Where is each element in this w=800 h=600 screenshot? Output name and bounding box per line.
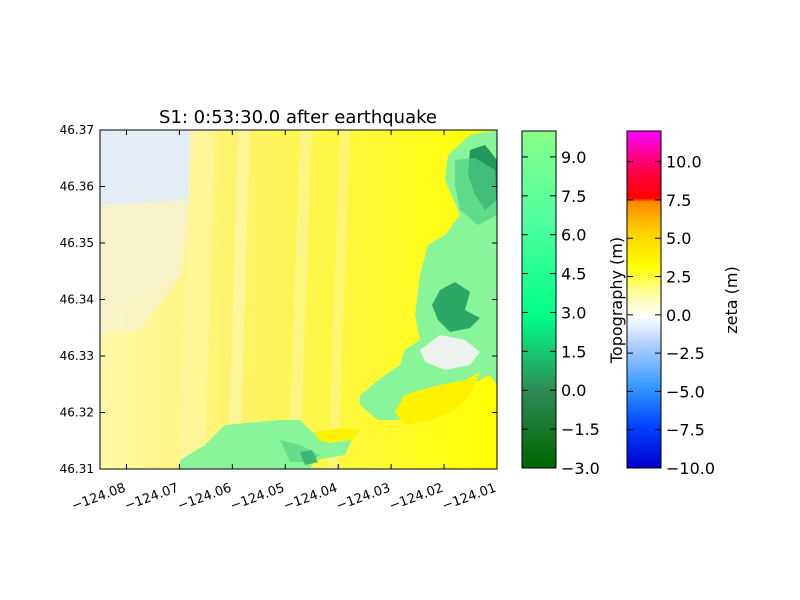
colorbar-tick-label: −10.0 [666,459,715,478]
land-dark-ridge [432,282,480,332]
colorbar-tick-label: −2.5 [666,344,705,363]
river-channel [315,428,360,443]
zeta-colorbar-label: zeta (m) [722,266,741,333]
colorbar-tick-label: −7.5 [666,421,705,440]
land-east-coast [180,130,497,469]
x-tick-label: −124.02 [387,481,445,514]
topography-colorbar-gradient [521,130,557,469]
topography-colorbar-ticks: −3.0 −1.5 0.0 1.5 3.0 4.5 6.0 7.5 9.0 [522,148,600,478]
wave-band [288,130,312,469]
colorbar-tick-label: 1.5 [561,342,586,361]
y-tick-label: 46.32 [60,406,94,420]
colorbar-tick-label: 3.0 [561,303,586,322]
y-tick-label: 46.33 [60,349,94,363]
map-field [100,130,497,469]
y-tick-label: 46.37 [60,123,94,137]
y-tick-label: 46.35 [60,236,94,250]
colorbar-tick-label: 10.0 [666,153,702,172]
bay-inlet [395,372,480,425]
colorbar-tick-label: 4.5 [561,265,586,284]
zeta-colorbar: −10.0 −7.5 −5.0 −2.5 0.0 2.5 5.0 7.5 10.0 zeta (… [626,130,741,478]
colorbar-tick-label: −1.5 [561,420,600,439]
colorbar-tick-label: 0.0 [666,306,691,325]
colorbar-tick-label: 7.5 [561,187,586,206]
topography-colorbar: −3.0 −1.5 0.0 1.5 3.0 4.5 6.0 7.5 9.0 Topography… [521,130,626,478]
colorbar-tick-label: 6.0 [561,226,586,245]
colorbar-tick-label: −3.0 [561,459,600,478]
wave-band [178,130,215,469]
y-tick-label: 46.31 [60,462,94,476]
y-tick-label: 46.36 [60,180,94,194]
colorbar-tick-label: 2.5 [666,268,691,287]
x-tick-label: −124.07 [123,481,181,514]
x-tick-label: −124.08 [70,481,128,514]
zeta-colorbar-gradient [626,130,662,469]
colorbar-tick-label: 0.0 [561,381,586,400]
bay-water-light [420,335,480,370]
land-mid-patch [455,158,497,225]
y-axis-ticks: 46.31 46.32 46.33 46.34 46.35 46.36 46.37 [60,123,497,476]
x-tick-label: −124.03 [334,481,392,514]
topography-colorbar-label: Topography (m) [607,237,626,364]
colorbar-tick-label: −5.0 [666,382,705,401]
chart-title: S1: 0:53:30.0 after earthquake [159,107,437,128]
colorbar-tick-label: 7.5 [666,191,691,210]
x-tick-label: −124.01 [440,481,498,514]
x-tick-label: −124.06 [176,481,234,514]
x-tick-label: −124.05 [229,481,287,514]
zeta-colorbar-ticks: −10.0 −7.5 −5.0 −2.5 0.0 2.5 5.0 7.5 10.0 [627,153,715,478]
x-tick-label: −124.04 [281,481,339,514]
colorbar-tick-label: 9.0 [561,148,586,167]
colorbar-tick-label: 5.0 [666,229,691,248]
wave-band [228,130,250,469]
wave-band [328,130,350,469]
y-tick-label: 46.34 [60,293,94,307]
offshore-transition [100,200,190,335]
land-mid-patch [300,450,318,465]
